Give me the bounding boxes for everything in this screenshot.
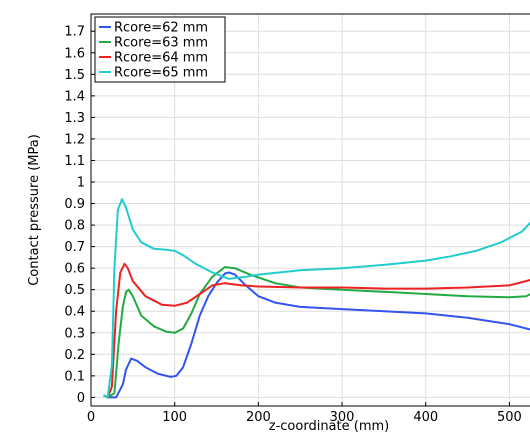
y-tick-label: 0.8 xyxy=(64,219,85,234)
y-tick-label: 0.4 xyxy=(64,305,85,320)
legend-box xyxy=(94,16,226,83)
y-tick-label: 1.6 xyxy=(64,46,85,61)
legend-entry: Rcore=65 mm xyxy=(114,66,208,81)
grid xyxy=(90,14,530,406)
y-tick-label: 1.3 xyxy=(64,111,85,126)
y-tick-label: 0.2 xyxy=(64,348,85,363)
x-axis-label: z-coordinate (mm) xyxy=(269,419,389,432)
series-lines xyxy=(103,198,530,399)
y-tick-label: 0.1 xyxy=(64,369,85,384)
y-tick-label: 0.6 xyxy=(64,262,85,277)
y-tick-label: 0.9 xyxy=(64,197,85,212)
plot-frame xyxy=(90,13,530,407)
y-tick-label: 0.7 xyxy=(64,240,85,255)
x-tick-label: 500 xyxy=(497,410,522,425)
series-line xyxy=(103,266,530,399)
y-axis-label: Contact pressure (MPa) xyxy=(27,134,42,286)
ticks: 0 0.1 0.2 0.3 0.4 0.5 0.6 0.7 0.8 0.9 1 1.1 1.2 1.3 1.… xyxy=(64,25,522,425)
series-line xyxy=(103,198,530,399)
y-tick-label: 1.7 xyxy=(64,25,85,40)
x-tick-label: 0 xyxy=(87,410,95,425)
x-tick-label: 100 xyxy=(162,410,187,425)
legend-entry: Rcore=64 mm xyxy=(114,51,208,66)
y-tick-label: 1.1 xyxy=(64,154,85,169)
y-tick-label: 0.3 xyxy=(64,326,85,341)
y-tick-label: 1.4 xyxy=(64,89,85,104)
series-line xyxy=(103,262,530,399)
x-tick-label: 400 xyxy=(413,410,438,425)
series-line xyxy=(103,271,530,399)
x-tick-label: 200 xyxy=(246,410,271,425)
y-tick-label: 1.2 xyxy=(64,132,85,147)
legend-entry: Rcore=62 mm xyxy=(114,21,208,36)
x-tick-label: 300 xyxy=(330,410,355,425)
y-tick-label: 0.5 xyxy=(64,283,85,298)
y-tick-label: 1 xyxy=(77,176,85,191)
y-tick-label: 1.5 xyxy=(64,68,85,83)
legend-entry: Rcore=63 mm xyxy=(114,36,208,51)
y-tick-label: 0 xyxy=(77,391,85,406)
